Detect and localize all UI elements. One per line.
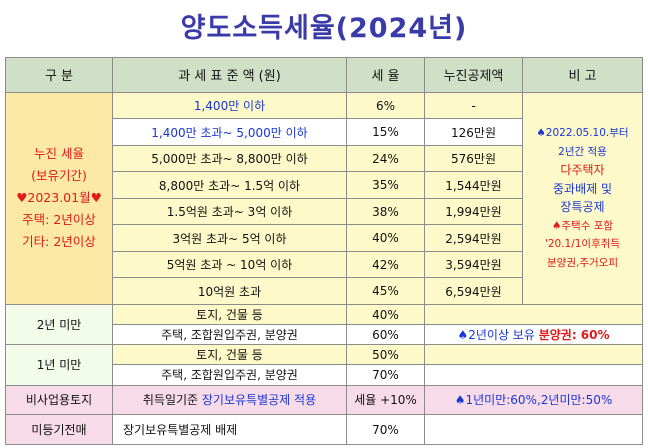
under1-label-cell: 1년 미만 [5, 344, 113, 386]
under2-note-prefix: ♠2년이상 보유 [457, 328, 539, 343]
header-deduction: 누진공제액 [424, 57, 523, 93]
table-row: 5억원 초과 ~ 10억 이하 42% 3,594만원 [6, 250, 643, 279]
progressive-label-line: 누진 세율 [34, 146, 84, 162]
note-line: '20.1/1이후취득 [544, 238, 621, 251]
rate-cell: 42% [346, 250, 425, 279]
tax-base-cell: 3억원 초과~ 5억 이하 [112, 224, 347, 252]
table-row: 8,800만 초과~ 1.5억 이하 35% 1,544만원 [6, 171, 643, 199]
progressive-label-line: (보유기간) [31, 168, 87, 184]
header-category: 구 분 [5, 57, 113, 93]
deduction-cell: 126만원 [424, 118, 523, 146]
table-header-row: 구 분 과 세 표 준 액 (원) 세 율 누진공제액 비 고 [5, 57, 643, 93]
tax-base-cell: 1.5억원 초과~ 3억 이하 [112, 197, 347, 226]
deduction-cell: 6,594만원 [424, 277, 523, 305]
tax-base-cell: 5,000만 초과~ 8,800만 이하 [112, 144, 347, 173]
note-line: ♠주택수 포함 [551, 219, 614, 232]
tax-base-cell: 토지, 건물 등 [112, 303, 347, 326]
nonbusiness-rate-cell: 세율 +10% [346, 384, 425, 416]
under2-label-cell: 2년 미만 [5, 303, 113, 346]
empty-cell [424, 344, 643, 366]
table-row: 2년 미만 토지, 건물 등 40% [5, 303, 643, 346]
table-row: 미등기전매 장기보유특별공제 배제 70% [5, 414, 643, 445]
tax-rate-table: 구 분 과 세 표 준 액 (원) 세 율 누진공제액 비 고 누진 세율 (보… [5, 57, 643, 445]
progressive-label-line: 주택: 2년이상 [22, 212, 96, 228]
rate-cell: 40% [346, 303, 425, 326]
header-note: 비 고 [522, 57, 643, 93]
tax-base-cell: 1,400만 초과~ 5,000만 이하 [112, 118, 347, 146]
rate-cell: 70% [346, 364, 425, 386]
tax-base-cell: 10억원 초과 [112, 277, 347, 305]
under2-note-red: 분양권: 60% [538, 328, 610, 343]
nonbusiness-label-cell: 비사업용토지 [5, 384, 113, 416]
under2-note-cell: ♠2년이상 보유 분양권: 60% [424, 324, 643, 346]
table-row: 누진 세율 (보유기간) ♥2023.01월♥ 주택: 2년이상 기타: 2년이… [5, 91, 643, 305]
deduction-cell: - [424, 91, 523, 120]
progressive-label-line: ♥2023.01월♥ [16, 190, 102, 206]
table-row: 1년 미만 토지, 건물 등 50% [5, 344, 643, 386]
note-line: 2년간 적용 [558, 145, 607, 158]
rate-cell: 40% [346, 224, 425, 252]
tax-base-cell: 1,400만 이하 [112, 91, 347, 120]
rate-cell: 60% [346, 324, 425, 346]
deduction-cell: 1,994만원 [424, 197, 523, 226]
tax-base-cell: 주택, 조합원입주권, 분양권 [112, 324, 347, 346]
progressive-label-line: 기타: 2년이상 [22, 234, 96, 250]
table-row: 주택, 조합원입주권, 분양권 70% [6, 364, 643, 386]
deduction-cell: 576만원 [424, 144, 523, 173]
tax-base-cell: 주택, 조합원입주권, 분양권 [112, 364, 347, 386]
rate-cell: 15% [346, 118, 425, 146]
nonbusiness-base-blue: 장기보유특별공제 적용 [201, 393, 317, 408]
table-row: 비사업용토지 취득일기준 장기보유특별공제 적용 세율 +10% ♠1년미만:6… [5, 384, 643, 416]
progressive-label-cell: 누진 세율 (보유기간) ♥2023.01월♥ 주택: 2년이상 기타: 2년이… [5, 91, 113, 305]
table-row: 1,400만 초과~ 5,000만 이하 15% 126만원 [6, 118, 643, 146]
tax-base-cell: 8,800만 초과~ 1.5억 이하 [112, 171, 347, 199]
rate-cell: 45% [346, 277, 425, 305]
note-line: 다주택자 [560, 163, 605, 178]
note-line: ♠2022.05.10.부터 [536, 127, 629, 140]
empty-cell [424, 414, 643, 445]
empty-cell [424, 303, 643, 326]
note-line: 분양권,주거오피 [547, 256, 618, 269]
rate-cell: 50% [346, 344, 425, 366]
rate-cell: 38% [346, 197, 425, 226]
note-line: 중과배제 및 [552, 181, 612, 196]
unregistered-base-cell: 장기보유특별공제 배제 [112, 414, 347, 445]
table-row: 5,000만 초과~ 8,800만 이하 24% 576만원 [6, 144, 643, 173]
progressive-note-cell: ♠2022.05.10.부터 2년간 적용 다주택자 중과배제 및 장특공제 ♠… [522, 91, 643, 305]
table-row: 1.5억원 초과~ 3억 이하 38% 1,994만원 [6, 197, 643, 226]
tax-base-cell: 5억원 초과 ~ 10억 이하 [112, 250, 347, 279]
unregistered-label-cell: 미등기전매 [5, 414, 113, 445]
unregistered-rate-cell: 70% [346, 414, 425, 445]
rate-cell: 35% [346, 171, 425, 199]
tax-base-cell: 토지, 건물 등 [112, 344, 347, 366]
nonbusiness-base-cell: 취득일기준 장기보유특별공제 적용 [112, 384, 347, 416]
page-title: 양도소득세율(2024년) [180, 13, 468, 44]
deduction-cell: 3,594만원 [424, 250, 523, 279]
table-row: 주택, 조합원입주권, 분양권 60% ♠2년이상 보유 분양권: 60% [6, 324, 643, 346]
table-row: 10억원 초과 45% 6,594만원 [6, 277, 643, 305]
header-rate: 세 율 [346, 57, 425, 93]
table-row: 3억원 초과~ 5억 이하 40% 2,594만원 [6, 224, 643, 252]
nonbusiness-base-prefix: 취득일기준 [142, 393, 202, 408]
deduction-cell: 1,544만원 [424, 171, 523, 199]
nonbusiness-note-cell: ♠1년미만:60%,2년미만:50% [424, 384, 643, 416]
header-tax-base: 과 세 표 준 액 (원) [112, 57, 347, 93]
rate-cell: 6% [346, 91, 425, 120]
empty-cell [424, 364, 643, 386]
rate-cell: 24% [346, 144, 425, 173]
deduction-cell: 2,594만원 [424, 224, 523, 252]
note-line: 장특공제 [560, 200, 605, 215]
